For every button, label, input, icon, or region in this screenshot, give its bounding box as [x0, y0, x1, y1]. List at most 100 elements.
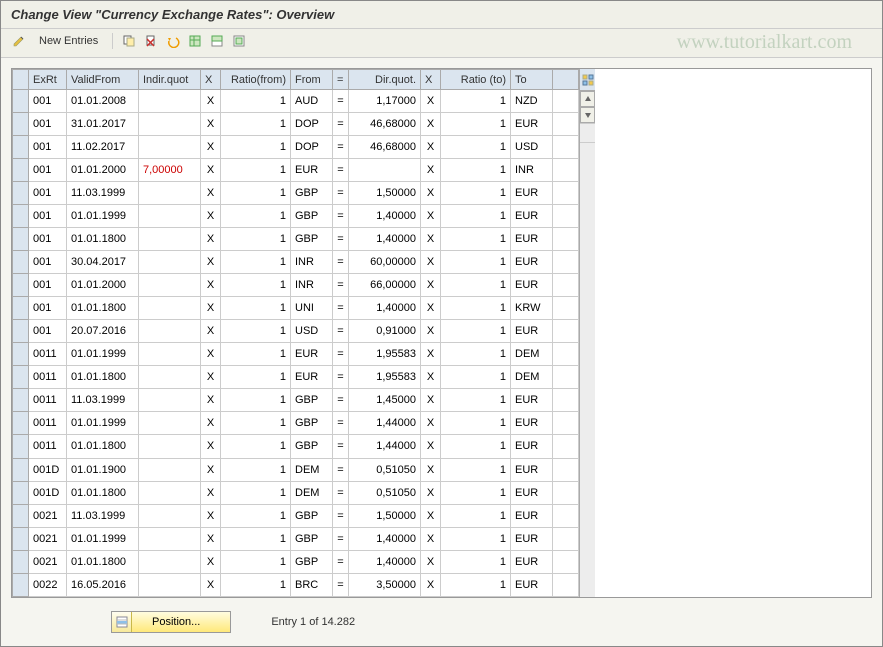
- cell-indir[interactable]: [139, 228, 201, 251]
- cell-sel[interactable]: [13, 435, 29, 458]
- cell-exrt[interactable]: 001: [29, 205, 67, 228]
- table-row[interactable]: 001101.01.1999X1EUR=1,95583X1DEM: [13, 343, 579, 366]
- cell-sel[interactable]: [13, 412, 29, 435]
- cell-end[interactable]: [553, 435, 579, 458]
- cell-ratiot[interactable]: 1: [441, 297, 511, 320]
- cell-end[interactable]: [553, 458, 579, 481]
- cell-from[interactable]: EUR: [291, 159, 333, 182]
- table-row[interactable]: 00111.02.2017X1DOP=46,68000X1USD: [13, 136, 579, 159]
- cell-ratiof[interactable]: 1: [221, 251, 291, 274]
- deselect-icon[interactable]: [231, 33, 247, 49]
- cell-x2[interactable]: X: [421, 136, 441, 159]
- cell-x2[interactable]: X: [421, 573, 441, 596]
- cell-valid[interactable]: 01.01.2000: [67, 159, 139, 182]
- cell-ratiof[interactable]: 1: [221, 343, 291, 366]
- cell-exrt[interactable]: 0011: [29, 343, 67, 366]
- cell-x2[interactable]: X: [421, 159, 441, 182]
- cell-end[interactable]: [553, 274, 579, 297]
- cell-x2[interactable]: X: [421, 113, 441, 136]
- cell-indir[interactable]: 7,00000: [139, 159, 201, 182]
- table-settings-icon[interactable]: [580, 69, 595, 91]
- column-header-eq[interactable]: =: [333, 70, 349, 90]
- cell-x1[interactable]: X: [201, 228, 221, 251]
- cell-sel[interactable]: [13, 90, 29, 113]
- cell-exrt[interactable]: 0022: [29, 573, 67, 596]
- cell-exrt[interactable]: 0011: [29, 366, 67, 389]
- cell-ratiof[interactable]: 1: [221, 90, 291, 113]
- cell-end[interactable]: [553, 481, 579, 504]
- cell-exrt[interactable]: 001: [29, 113, 67, 136]
- cell-eq[interactable]: =: [333, 412, 349, 435]
- cell-x2[interactable]: X: [421, 90, 441, 113]
- cell-x1[interactable]: X: [201, 297, 221, 320]
- cell-ratiot[interactable]: 1: [441, 205, 511, 228]
- select-block-icon[interactable]: [209, 33, 225, 49]
- cell-end[interactable]: [553, 550, 579, 573]
- cell-exrt[interactable]: 001: [29, 228, 67, 251]
- cell-x1[interactable]: X: [201, 481, 221, 504]
- cell-ratiof[interactable]: 1: [221, 435, 291, 458]
- cell-ratiot[interactable]: 1: [441, 389, 511, 412]
- scroll-track[interactable]: [580, 143, 595, 597]
- column-header-exrt[interactable]: ExRt: [29, 70, 67, 90]
- cell-to[interactable]: EUR: [511, 320, 553, 343]
- cell-eq[interactable]: =: [333, 343, 349, 366]
- cell-dir[interactable]: 1,50000: [349, 182, 421, 205]
- cell-ratiof[interactable]: 1: [221, 458, 291, 481]
- cell-indir[interactable]: [139, 573, 201, 596]
- cell-exrt[interactable]: 0021: [29, 504, 67, 527]
- cell-valid[interactable]: 11.03.1999: [67, 504, 139, 527]
- cell-to[interactable]: EUR: [511, 205, 553, 228]
- toggle-edit-icon[interactable]: [11, 33, 27, 49]
- cell-from[interactable]: GBP: [291, 504, 333, 527]
- cell-sel[interactable]: [13, 458, 29, 481]
- cell-ratiof[interactable]: 1: [221, 412, 291, 435]
- cell-sel[interactable]: [13, 274, 29, 297]
- cell-x2[interactable]: X: [421, 458, 441, 481]
- cell-valid[interactable]: 01.01.1999: [67, 205, 139, 228]
- cell-ratiof[interactable]: 1: [221, 113, 291, 136]
- cell-ratiot[interactable]: 1: [441, 412, 511, 435]
- cell-to[interactable]: EUR: [511, 573, 553, 596]
- exchange-rates-table[interactable]: ExRtValidFromIndir.quotXRatio(from)From=…: [12, 69, 579, 597]
- cell-indir[interactable]: [139, 412, 201, 435]
- cell-eq[interactable]: =: [333, 389, 349, 412]
- table-row[interactable]: 00130.04.2017X1INR=60,00000X1EUR: [13, 251, 579, 274]
- cell-to[interactable]: EUR: [511, 527, 553, 550]
- cell-from[interactable]: GBP: [291, 228, 333, 251]
- cell-end[interactable]: [553, 343, 579, 366]
- cell-x1[interactable]: X: [201, 389, 221, 412]
- table-row[interactable]: 00101.01.1800X1GBP=1,40000X1EUR: [13, 228, 579, 251]
- cell-sel[interactable]: [13, 159, 29, 182]
- cell-valid[interactable]: 01.01.1900: [67, 458, 139, 481]
- cell-x1[interactable]: X: [201, 320, 221, 343]
- cell-dir[interactable]: 0,51050: [349, 481, 421, 504]
- table-row[interactable]: 001D01.01.1900X1DEM=0,51050X1EUR: [13, 458, 579, 481]
- cell-x1[interactable]: X: [201, 90, 221, 113]
- cell-indir[interactable]: [139, 389, 201, 412]
- cell-to[interactable]: EUR: [511, 504, 553, 527]
- cell-exrt[interactable]: 0021: [29, 550, 67, 573]
- cell-from[interactable]: BRC: [291, 573, 333, 596]
- cell-ratiot[interactable]: 1: [441, 504, 511, 527]
- vertical-scrollbar[interactable]: [579, 69, 595, 597]
- cell-from[interactable]: INR: [291, 251, 333, 274]
- cell-indir[interactable]: [139, 320, 201, 343]
- table-row[interactable]: 00111.03.1999X1GBP=1,50000X1EUR: [13, 182, 579, 205]
- cell-ratiof[interactable]: 1: [221, 320, 291, 343]
- cell-ratiot[interactable]: 1: [441, 435, 511, 458]
- cell-valid[interactable]: 01.01.1800: [67, 297, 139, 320]
- cell-x1[interactable]: X: [201, 504, 221, 527]
- table-row[interactable]: 00101.01.2000X1INR=66,00000X1EUR: [13, 274, 579, 297]
- cell-sel[interactable]: [13, 343, 29, 366]
- cell-from[interactable]: GBP: [291, 435, 333, 458]
- cell-end[interactable]: [553, 251, 579, 274]
- cell-exrt[interactable]: 001: [29, 297, 67, 320]
- select-all-icon[interactable]: [187, 33, 203, 49]
- cell-eq[interactable]: =: [333, 182, 349, 205]
- cell-x2[interactable]: X: [421, 366, 441, 389]
- cell-end[interactable]: [553, 90, 579, 113]
- cell-to[interactable]: USD: [511, 136, 553, 159]
- cell-valid[interactable]: 01.01.2008: [67, 90, 139, 113]
- cell-to[interactable]: DEM: [511, 366, 553, 389]
